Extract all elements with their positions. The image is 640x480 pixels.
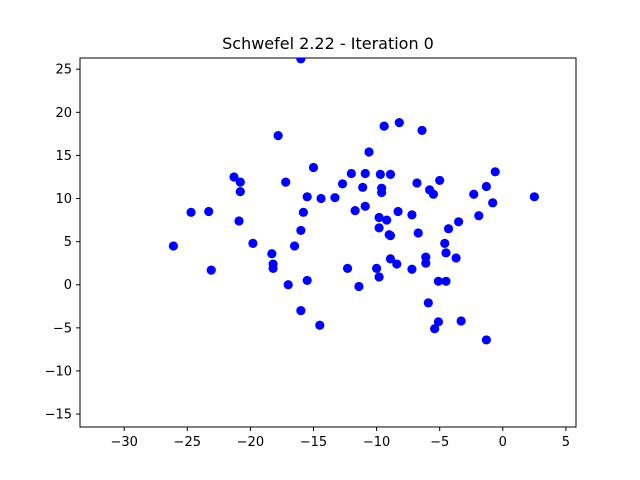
data-point: [296, 225, 306, 236]
y-tick-label: 25: [55, 63, 72, 78]
data-point: [354, 281, 364, 292]
data-point: [302, 275, 312, 286]
data-point: [296, 306, 306, 316]
data-point: [451, 253, 461, 263]
data-point: [235, 187, 245, 197]
data-point: [342, 263, 353, 273]
data-point: [423, 298, 433, 308]
data-point: [385, 231, 396, 241]
x-tick-label: −30: [110, 435, 137, 450]
data-point: [374, 223, 384, 233]
data-point: [248, 238, 258, 248]
x-tick-label: −10: [363, 435, 390, 450]
data-point: [204, 206, 214, 217]
data-point: [289, 241, 300, 251]
x-tick-label: −25: [174, 435, 201, 450]
y-tick-label: −10: [45, 364, 72, 379]
y-tick-label: 5: [64, 235, 72, 250]
x-axis: −30 −25 −20 −15 −10 −5 0 5: [110, 427, 570, 450]
data-point: [529, 192, 539, 202]
data-point: [440, 238, 450, 248]
data-point: [298, 207, 308, 217]
data-point: [206, 265, 216, 275]
data-point: [454, 217, 464, 227]
data-point: [413, 228, 423, 238]
y-tick-label: 0: [64, 278, 72, 293]
data-point: [374, 212, 384, 223]
data-point: [456, 316, 466, 326]
data-point: [435, 175, 445, 186]
data-point: [394, 118, 404, 128]
data-point: [364, 147, 374, 157]
x-tick-label: −15: [300, 435, 327, 450]
data-point: [441, 248, 451, 258]
data-point: [360, 201, 370, 211]
data-point: [441, 276, 451, 286]
y-tick-label: −5: [53, 321, 72, 336]
data-point: [360, 168, 370, 179]
data-point: [268, 263, 278, 273]
data-point: [337, 179, 348, 189]
data-point: [346, 168, 356, 179]
data-point: [433, 276, 444, 286]
data-point: [302, 192, 312, 202]
data-point: [377, 187, 387, 198]
data-point: [407, 210, 417, 220]
chart-title: Schwefel 2.22 - Iteration 0: [222, 34, 434, 53]
y-tick-label: −15: [45, 408, 72, 423]
data-point: [379, 121, 389, 131]
data-point: [407, 264, 417, 274]
data-point: [235, 177, 245, 187]
data-point: [186, 207, 196, 217]
data-point: [430, 324, 440, 334]
x-tick-label: −20: [237, 435, 264, 450]
data-point: [308, 162, 319, 173]
data-point: [481, 335, 491, 345]
data-point: [382, 215, 392, 225]
data-point: [371, 263, 382, 273]
plot-area: [79, 57, 577, 428]
data-point: [283, 280, 293, 290]
x-tick-label: 5: [562, 435, 570, 450]
data-point: [385, 169, 396, 179]
data-point: [281, 177, 291, 187]
data-point: [385, 254, 396, 264]
data-point: [428, 189, 438, 199]
data-point: [330, 193, 340, 203]
data-point: [490, 167, 500, 177]
plot-frame: [79, 57, 577, 428]
x-tick-label: −5: [430, 435, 449, 450]
data-point: [273, 130, 283, 141]
data-point: [316, 193, 326, 204]
data-point: [350, 206, 360, 216]
data-point: [267, 249, 277, 259]
data-point: [417, 125, 427, 136]
data-point: [474, 211, 484, 221]
y-tick-label: 15: [55, 149, 72, 164]
y-tick-label: 20: [55, 106, 72, 121]
data-point: [443, 224, 454, 234]
data-point: [374, 272, 384, 282]
data-point: [375, 169, 385, 179]
data-point: [412, 178, 422, 188]
data-point: [393, 206, 403, 217]
data-point: [296, 58, 306, 64]
data-point: [392, 259, 402, 269]
data-points: [168, 58, 539, 345]
y-axis: −15 −10 −5 0 5 10 15 20 25: [45, 63, 80, 423]
data-point: [234, 216, 244, 226]
data-point: [433, 317, 444, 327]
data-point: [229, 172, 239, 182]
data-point: [488, 198, 498, 208]
data-point: [358, 182, 368, 192]
x-tick-label: 0: [499, 435, 507, 450]
data-point: [481, 181, 491, 192]
data-point: [469, 189, 479, 199]
data-point: [421, 258, 431, 268]
data-point: [315, 320, 325, 330]
y-tick-label: 10: [55, 192, 72, 207]
data-point: [168, 241, 178, 251]
